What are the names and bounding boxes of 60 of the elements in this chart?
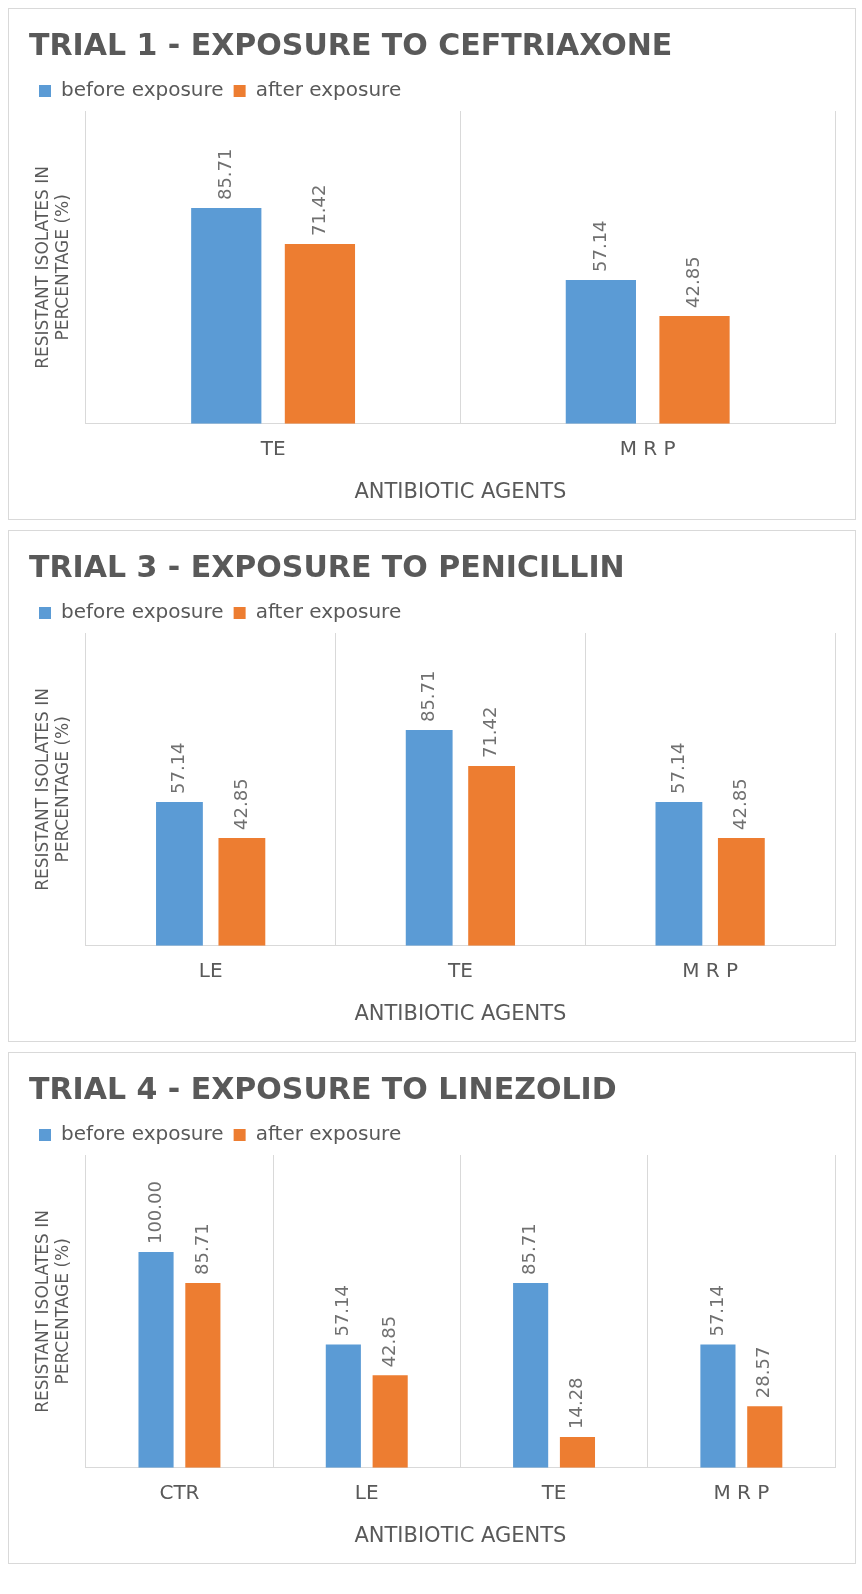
legend-label: after exposure	[255, 599, 402, 624]
x-tick-label: CTR	[159, 1480, 200, 1504]
bar	[655, 801, 703, 946]
bar	[191, 208, 262, 424]
bar	[565, 279, 636, 424]
x-tick-label: M R P	[619, 436, 676, 460]
chart-title: TRIAL 3 - EXPOSURE TO PENICILLIN	[29, 548, 625, 584]
bar	[513, 1282, 549, 1468]
data-label: 57.14	[588, 220, 610, 272]
bar	[156, 801, 203, 946]
data-label: 71.42	[307, 184, 329, 237]
bar	[185, 1282, 221, 1468]
chart-title: TRIAL 1 - EXPOSURE TO CEFTRIAXONE	[29, 26, 673, 62]
data-label: 28.57	[752, 1346, 774, 1399]
data-label: 57.14	[705, 1285, 727, 1337]
legend-label: before exposure	[61, 77, 224, 102]
data-label: 85.71	[190, 1223, 212, 1275]
data-label: 57.14	[167, 742, 189, 794]
legend-label: before exposure	[61, 1121, 224, 1146]
x-tick-label: M R P	[682, 958, 739, 982]
x-tick-label: LE	[354, 1480, 379, 1504]
data-label: 57.14	[331, 1285, 353, 1337]
data-label: 71.42	[479, 706, 501, 759]
x-tick-label: M R P	[713, 1480, 770, 1504]
data-label: 100.00	[143, 1181, 165, 1245]
x-axis-title: ANTIBIOTIC AGENTS	[354, 478, 567, 503]
x-tick-label: TE	[540, 1480, 567, 1504]
bar	[559, 1437, 596, 1468]
data-label: 14.28	[565, 1377, 587, 1429]
bar	[659, 315, 730, 424]
data-label: 57.14	[666, 742, 688, 794]
legend-label: after exposure	[255, 77, 402, 102]
legend-label: before exposure	[61, 599, 224, 624]
bar	[284, 244, 356, 424]
y-axis-title: RESISTANT ISOLATES IN PERCENTAGE (%)	[31, 1210, 73, 1413]
x-axis-title: ANTIBIOTIC AGENTS	[354, 1522, 567, 1547]
bar	[138, 1252, 174, 1468]
x-axis-title: ANTIBIOTIC AGENTS	[354, 1000, 567, 1025]
data-label: 85.71	[416, 670, 438, 723]
bar	[747, 1406, 783, 1468]
data-label: 85.71	[518, 1223, 540, 1275]
data-label: 42.85	[377, 1315, 399, 1368]
x-tick-label: LE	[198, 958, 223, 982]
bar	[700, 1344, 736, 1468]
data-label: 42.85	[229, 778, 251, 830]
bar	[717, 837, 765, 946]
data-label: 42.85	[729, 778, 751, 830]
x-tick-label: TE	[446, 958, 473, 982]
bar	[468, 766, 516, 946]
x-tick-label: TE	[259, 436, 286, 460]
y-axis-title: RESISTANT ISOLATES IN PERCENTAGE (%)	[31, 166, 73, 369]
y-axis-title: RESISTANT ISOLATES IN PERCENTAGE (%)	[31, 688, 73, 891]
bar	[405, 730, 453, 946]
bar	[372, 1375, 408, 1468]
data-label: 42.85	[682, 256, 704, 308]
bar	[218, 837, 266, 946]
chart-title: TRIAL 4 - EXPOSURE TO LINEZOLID	[29, 1070, 617, 1106]
bar	[325, 1344, 361, 1468]
legend-label: after exposure	[255, 1121, 402, 1146]
data-label: 85.71	[213, 148, 235, 201]
